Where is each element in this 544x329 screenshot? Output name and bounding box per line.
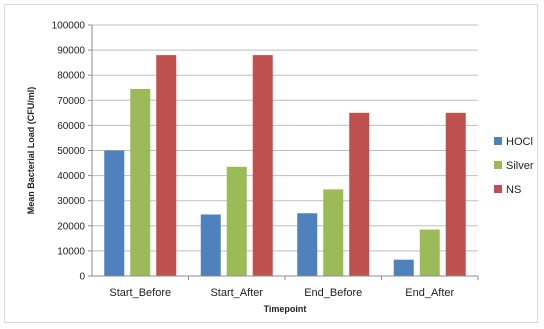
bar-hocl-start-after bbox=[200, 214, 221, 276]
legend-swatch-ns bbox=[494, 185, 502, 193]
y-tick-label: 30000 bbox=[57, 196, 85, 207]
bar-silver-start-before bbox=[130, 89, 151, 276]
bar-silver-start-after bbox=[226, 166, 247, 276]
x-category-label: Start_Before bbox=[109, 287, 171, 299]
y-tick-label: 40000 bbox=[57, 171, 85, 182]
bars bbox=[104, 55, 466, 277]
bar-ns-end-after bbox=[445, 112, 466, 276]
bar-hocl-end-before bbox=[297, 213, 318, 276]
y-tick-label: 80000 bbox=[57, 71, 85, 82]
y-axis-title: Mean Bacterial Load (CFU/ml) bbox=[26, 87, 36, 215]
y-tick-label: 0 bbox=[79, 272, 85, 283]
y-tick-label: 60000 bbox=[57, 121, 85, 132]
bar-ns-start-before bbox=[156, 55, 177, 277]
y-tick-label: 100000 bbox=[52, 21, 86, 32]
y-tick-label: 90000 bbox=[57, 46, 85, 57]
y-tick-label: 10000 bbox=[57, 246, 85, 257]
legend-label-silver: Silver bbox=[506, 160, 534, 172]
bar-ns-start-after bbox=[252, 55, 273, 277]
y-tick-label: 50000 bbox=[57, 146, 85, 157]
bar-ns-end-before bbox=[349, 112, 370, 276]
bar-silver-end-before bbox=[323, 189, 344, 276]
y-tick-label: 20000 bbox=[57, 221, 85, 232]
y-axis-ticks: 0 10000 20000 30000 40000 50000 60000 70000 8000… bbox=[52, 21, 92, 283]
bar-silver-end-after bbox=[419, 229, 440, 276]
x-axis-categories: Start_Before Start_After End_Before End_Aft… bbox=[109, 276, 479, 299]
legend: HOCl Silver NS bbox=[494, 136, 534, 196]
legend-swatch-hocl bbox=[494, 137, 502, 145]
legend-label-ns: NS bbox=[506, 184, 521, 196]
bar-hocl-end-after bbox=[393, 259, 414, 276]
x-category-label: End_After bbox=[405, 287, 454, 299]
bar-hocl-start-before bbox=[104, 150, 125, 276]
x-category-label: Start_After bbox=[210, 287, 263, 299]
legend-swatch-silver bbox=[494, 161, 502, 169]
y-tick-label: 70000 bbox=[57, 96, 85, 107]
legend-label-hocl: HOCl bbox=[506, 136, 533, 148]
x-axis-title: Timepoint bbox=[264, 304, 307, 314]
x-category-label: End_Before bbox=[304, 287, 362, 299]
